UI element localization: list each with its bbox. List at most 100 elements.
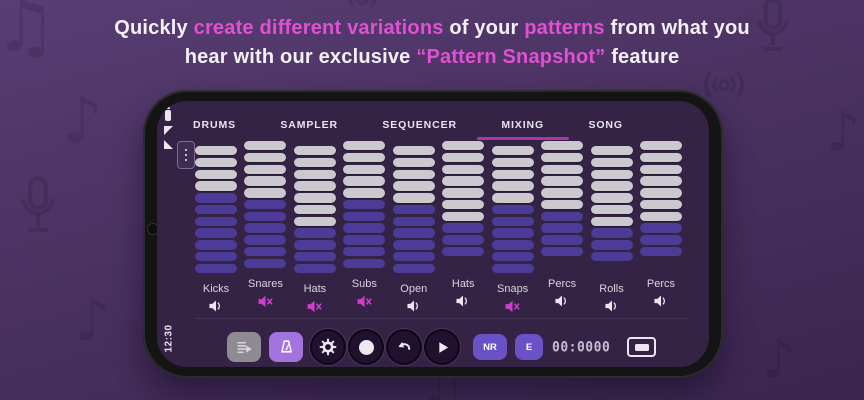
fader[interactable] bbox=[343, 141, 386, 274]
fader-segment[interactable] bbox=[639, 152, 682, 163]
fader-segment[interactable] bbox=[293, 240, 336, 250]
fader-segment[interactable] bbox=[491, 181, 534, 191]
fader-segment[interactable] bbox=[541, 247, 584, 257]
fader-segment[interactable] bbox=[195, 216, 237, 227]
fader-segment[interactable] bbox=[392, 146, 435, 156]
fader-segment[interactable] bbox=[590, 169, 633, 179]
fader-segment[interactable] bbox=[293, 169, 336, 179]
mute-button[interactable] bbox=[455, 294, 471, 311]
fader-segment[interactable] bbox=[442, 141, 485, 151]
tab-song[interactable]: SONG bbox=[588, 119, 623, 131]
fader-segment[interactable] bbox=[293, 157, 336, 168]
mute-button[interactable] bbox=[406, 299, 422, 316]
fader-segment[interactable] bbox=[442, 247, 485, 257]
undo-button[interactable] bbox=[386, 329, 422, 365]
fader-segment[interactable] bbox=[244, 247, 287, 257]
fader-segment[interactable] bbox=[244, 152, 287, 163]
fader-segment[interactable] bbox=[491, 240, 534, 250]
settings-button[interactable] bbox=[310, 329, 346, 365]
fader-segment[interactable] bbox=[639, 247, 682, 257]
fader-segment[interactable] bbox=[343, 235, 386, 245]
fader-segment[interactable] bbox=[491, 169, 534, 179]
fader-segment[interactable] bbox=[590, 240, 633, 250]
mute-button[interactable] bbox=[257, 294, 274, 311]
fader-segment[interactable] bbox=[590, 204, 633, 215]
mute-button[interactable] bbox=[208, 299, 224, 316]
mute-button[interactable] bbox=[306, 299, 323, 316]
fader-segment[interactable] bbox=[442, 235, 485, 245]
fader-segment[interactable] bbox=[442, 223, 485, 233]
fader-segment[interactable] bbox=[244, 141, 287, 151]
fader-segment[interactable] bbox=[293, 204, 336, 215]
fader-segment[interactable] bbox=[244, 211, 287, 222]
play-button[interactable] bbox=[424, 329, 460, 365]
fader-segment[interactable] bbox=[244, 235, 287, 245]
fader-segment[interactable] bbox=[541, 152, 584, 163]
display-icon[interactable] bbox=[627, 337, 657, 357]
tab-drums[interactable]: DRUMS bbox=[193, 119, 236, 131]
fader-segment[interactable] bbox=[491, 263, 534, 274]
fader-segment[interactable] bbox=[343, 211, 386, 222]
fader-segment[interactable] bbox=[491, 157, 534, 168]
fader-segment[interactable] bbox=[293, 146, 336, 156]
fader-segment[interactable] bbox=[541, 176, 584, 186]
fader-segment[interactable] bbox=[343, 164, 386, 174]
fader-segment[interactable] bbox=[442, 211, 485, 222]
pattern-list-button[interactable] bbox=[227, 332, 261, 362]
fader-segment[interactable] bbox=[639, 223, 682, 233]
fader-segment[interactable] bbox=[293, 263, 336, 274]
fader[interactable] bbox=[541, 141, 584, 274]
fader-segment[interactable] bbox=[639, 176, 682, 186]
fader-segment[interactable] bbox=[392, 181, 435, 191]
fader-segment[interactable] bbox=[590, 193, 633, 203]
fader-segment[interactable] bbox=[195, 181, 237, 191]
fader-segment[interactable] bbox=[442, 152, 485, 163]
fader-segment[interactable] bbox=[491, 252, 534, 262]
fader-segment[interactable] bbox=[392, 204, 435, 215]
fader-segment[interactable] bbox=[392, 193, 435, 203]
fader-segment[interactable] bbox=[293, 228, 336, 238]
mute-button[interactable] bbox=[356, 294, 373, 311]
fader[interactable] bbox=[293, 146, 336, 279]
fader-segment[interactable] bbox=[639, 164, 682, 174]
fader-segment[interactable] bbox=[343, 199, 386, 210]
fader-segment[interactable] bbox=[541, 141, 584, 151]
fader[interactable] bbox=[392, 146, 435, 279]
fader-segment[interactable] bbox=[244, 188, 287, 198]
fader-segment[interactable] bbox=[195, 157, 237, 168]
fader-segment[interactable] bbox=[639, 211, 682, 222]
fader-segment[interactable] bbox=[244, 176, 287, 186]
fader-segment[interactable] bbox=[195, 263, 237, 274]
fader-segment[interactable] bbox=[590, 157, 633, 168]
fader-segment[interactable] bbox=[590, 181, 633, 191]
fader[interactable] bbox=[195, 146, 237, 279]
fader[interactable] bbox=[244, 141, 287, 274]
fader-segment[interactable] bbox=[343, 176, 386, 186]
fader-segment[interactable] bbox=[244, 223, 287, 233]
fader-segment[interactable] bbox=[639, 188, 682, 198]
fader-segment[interactable] bbox=[343, 247, 386, 257]
fader[interactable] bbox=[442, 141, 485, 274]
fader-segment[interactable] bbox=[541, 211, 584, 222]
fader-segment[interactable] bbox=[343, 223, 386, 233]
fader-segment[interactable] bbox=[590, 216, 633, 227]
fader-segment[interactable] bbox=[392, 216, 435, 227]
fader-segment[interactable] bbox=[491, 228, 534, 238]
fader-segment[interactable] bbox=[343, 188, 386, 198]
fader-segment[interactable] bbox=[195, 204, 237, 215]
fader-segment[interactable] bbox=[491, 216, 534, 227]
fader-segment[interactable] bbox=[442, 188, 485, 198]
fader-segment[interactable] bbox=[442, 176, 485, 186]
fader[interactable] bbox=[639, 141, 682, 274]
mixer-options-button[interactable] bbox=[177, 141, 195, 169]
fader-segment[interactable] bbox=[244, 258, 287, 269]
fader-segment[interactable] bbox=[392, 263, 435, 274]
fader-segment[interactable] bbox=[392, 228, 435, 238]
tab-sampler[interactable]: SAMPLER bbox=[280, 119, 338, 131]
fader-segment[interactable] bbox=[442, 199, 485, 210]
fader-segment[interactable] bbox=[392, 240, 435, 250]
fader-segment[interactable] bbox=[244, 199, 287, 210]
fader-segment[interactable] bbox=[491, 146, 534, 156]
fader-segment[interactable] bbox=[541, 199, 584, 210]
mute-button[interactable] bbox=[554, 294, 570, 311]
